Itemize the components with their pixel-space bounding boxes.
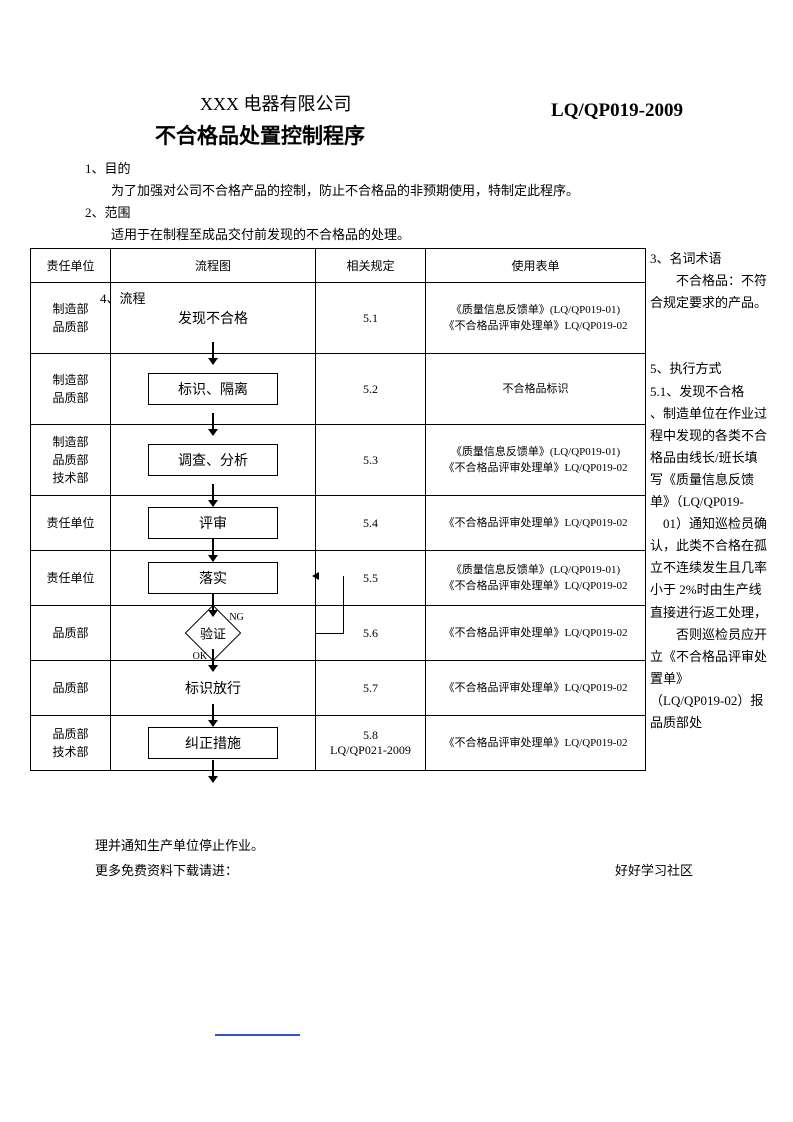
- table-header-row: 责任单位 流程图 相关规定 使用表单: [31, 249, 646, 283]
- cell-rule: 5.4: [316, 496, 426, 551]
- s1-body: 为了加强对公司不合格产品的控制，防止不合格品的非预期使用，特制定此程序。: [111, 180, 708, 202]
- table-row: 制造部品质部技术部 调查、分析 5.3《质量信息反馈单》(LQ/QP019-01)《…: [31, 425, 646, 496]
- s4-title: 4、流程: [100, 288, 146, 307]
- process-table: 责任单位 流程图 相关规定 使用表单 制造部品质部发现不合格5.1《质量信息反馈…: [30, 248, 646, 771]
- cell-rule: 5.1: [316, 283, 426, 354]
- flow-step: 标识放行: [148, 672, 278, 704]
- footer-right: 好好学习社区: [615, 860, 693, 879]
- footer-continuation: 理并通知生产单位停止作业。: [95, 835, 264, 854]
- cell-form: 《质量信息反馈单》(LQ/QP019-01)《不合格品评审处理单》LQ/QP01…: [426, 425, 646, 496]
- cell-dept: 责任单位: [31, 496, 111, 551]
- bottom-accent-line: [215, 1034, 300, 1036]
- flow-arrow: [212, 704, 214, 726]
- flow-step: 评审: [148, 507, 278, 539]
- ng-label: NG: [229, 612, 243, 623]
- doc-title: 不合格品处置控制程序: [155, 120, 365, 150]
- cell-flow: 纠正措施: [111, 716, 316, 771]
- th-form: 使用表单: [426, 249, 646, 283]
- cell-dept: 制造部品质部技术部: [31, 425, 111, 496]
- cell-rule: 5.6: [316, 606, 426, 661]
- flow-step-label: 验证: [200, 624, 226, 643]
- footer-left: 更多免费资料下载请进：: [95, 860, 238, 879]
- cell-dept: 品质部: [31, 606, 111, 661]
- cell-dept: 制造部品质部: [31, 354, 111, 425]
- flow-arrow: [212, 760, 214, 782]
- s2-body: 适用于在制程至成品交付前发现的不合格品的处理。: [111, 224, 708, 246]
- cell-form: 《不合格品评审处理单》LQ/QP019-02: [426, 661, 646, 716]
- flow-step: 调查、分析: [148, 444, 278, 476]
- flow-arrow: [212, 484, 214, 506]
- table-row: 品质部验证NGOK5.6《不合格品评审处理单》LQ/QP019-02: [31, 606, 646, 661]
- flow-step: 标识、隔离: [148, 373, 278, 405]
- company-name: XXX 电器有限公司: [200, 90, 352, 116]
- cell-form: 《质量信息反馈单》(LQ/QP019-01)《不合格品评审处理单》LQ/QP01…: [426, 551, 646, 606]
- doc-code: LQ/QP019-2009: [551, 100, 683, 122]
- cell-dept: 品质部技术部: [31, 716, 111, 771]
- cell-dept: 制造部品质部: [31, 283, 111, 354]
- intro-section: 1、目的 为了加强对公司不合格产品的控制，防止不合格品的非预期使用，特制定此程序…: [85, 158, 708, 246]
- cell-form: 《不合格品评审处理单》LQ/QP019-02: [426, 716, 646, 771]
- cell-dept: 责任单位: [31, 551, 111, 606]
- cell-form: 《不合格品评审处理单》LQ/QP019-02: [426, 606, 646, 661]
- flow-arrow: [212, 649, 214, 671]
- sidebar-text: 3、名词术语 不合格品：不符合规定要求的产品。5、执行方式5.1、发现不合格、制…: [650, 248, 770, 734]
- table-row: 责任单位 评审 5.4《不合格品评审处理单》LQ/QP019-02: [31, 496, 646, 551]
- s2-title: 2、范围: [85, 202, 708, 224]
- cell-form: 《不合格品评审处理单》LQ/QP019-02: [426, 496, 646, 551]
- table-row: 制造部品质部 标识、隔离 5.2不合格品标识: [31, 354, 646, 425]
- cell-dept: 品质部: [31, 661, 111, 716]
- cell-form: 不合格品标识: [426, 354, 646, 425]
- s1-title: 1、目的: [85, 158, 708, 180]
- page: XXX 电器有限公司 不合格品处置控制程序 LQ/QP019-2009 1、目的…: [0, 0, 793, 1122]
- cell-form: 《质量信息反馈单》(LQ/QP019-01)《不合格品评审处理单》LQ/QP01…: [426, 283, 646, 354]
- table-row: 品质部 标识放行 5.7《不合格品评审处理单》LQ/QP019-02: [31, 661, 646, 716]
- feedback-loop-line: [316, 576, 344, 634]
- cell-rule: 5.7: [316, 661, 426, 716]
- flow-step: 落实: [148, 562, 278, 594]
- flow-arrow: [212, 539, 214, 561]
- th-rule: 相关规定: [316, 249, 426, 283]
- flow-arrow: [212, 594, 214, 616]
- flow-step: 发现不合格: [148, 302, 278, 334]
- cell-rule: 5.3: [316, 425, 426, 496]
- th-dept: 责任单位: [31, 249, 111, 283]
- flow-arrow: [212, 342, 214, 364]
- table-row: 品质部技术部 纠正措施 5.8LQ/QP021-2009《不合格品评审处理单》LQ/…: [31, 716, 646, 771]
- cell-rule: 5.8LQ/QP021-2009: [316, 716, 426, 771]
- th-flow: 流程图: [111, 249, 316, 283]
- cell-rule: 5.2: [316, 354, 426, 425]
- flow-arrow: [212, 413, 214, 435]
- flow-step: 纠正措施: [148, 727, 278, 759]
